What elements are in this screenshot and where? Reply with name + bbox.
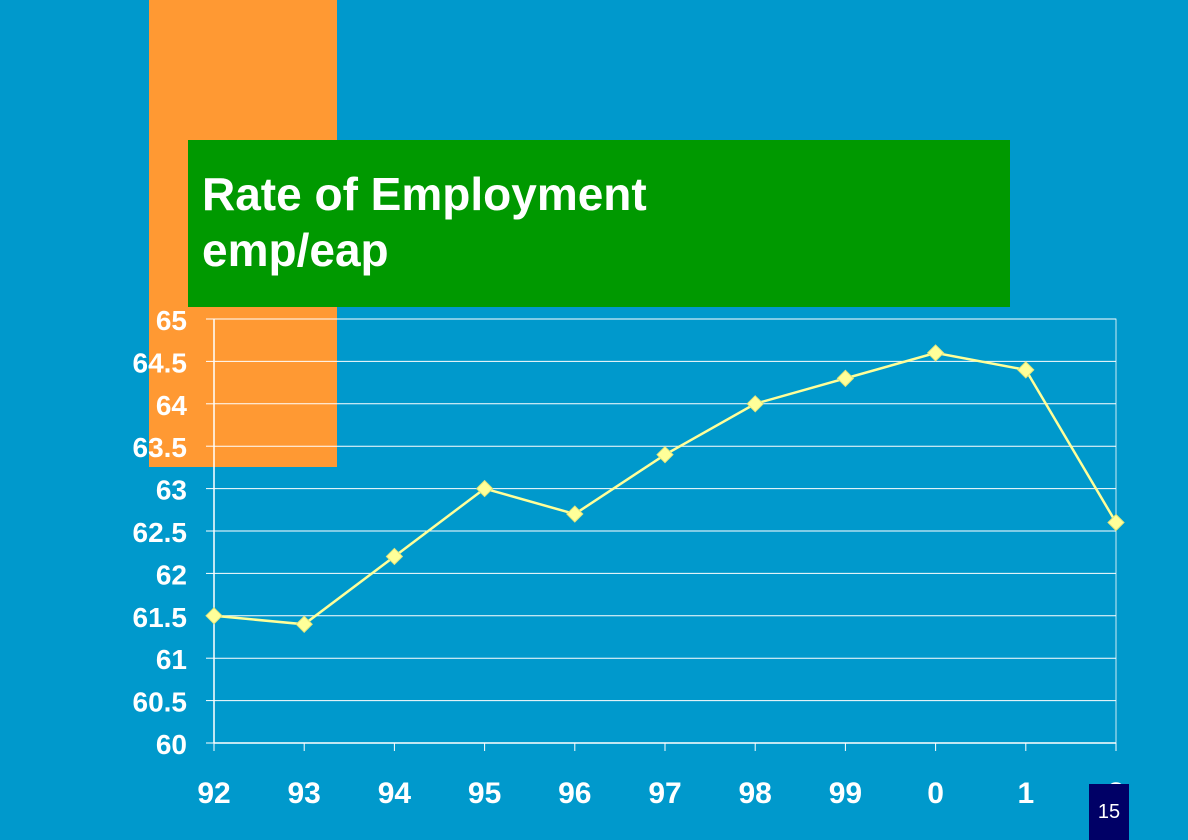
x-tick-label: 1 [1017, 777, 1034, 810]
data-point [566, 505, 584, 523]
x-tick-label: 0 [927, 777, 944, 810]
y-tick-label: 65 [156, 305, 187, 336]
data-point [1017, 361, 1035, 379]
data-point [1107, 513, 1125, 532]
gridlines [214, 318, 1116, 744]
y-tick-label: 60 [156, 729, 187, 760]
data-point [926, 344, 945, 362]
data-point [385, 547, 404, 566]
y-axis-ticks: 60 60.5 61 61.5 62 62.5 63 63.5 64 64.5 65 [133, 305, 214, 760]
y-tick-label: 63 [156, 475, 187, 506]
y-tick-label: 62 [156, 559, 187, 590]
x-tick-label: 96 [558, 777, 591, 810]
y-tick-label: 64 [156, 390, 188, 421]
x-tick-label: 93 [288, 777, 321, 810]
slide-number: 15 [1089, 784, 1129, 840]
x-tick-label: 97 [648, 777, 681, 810]
y-tick-label: 62.5 [133, 517, 188, 548]
x-axis-ticks: 9293949596979899012 [197, 743, 1124, 810]
y-tick-label: 61 [156, 644, 187, 675]
x-tick-label: 95 [468, 777, 501, 810]
data-point [475, 479, 494, 498]
data-point [205, 607, 223, 625]
data-point [836, 369, 855, 388]
x-tick-label: 98 [739, 777, 772, 810]
x-tick-label: 94 [378, 777, 412, 810]
title-box: Rate of Employment emp/eap [188, 140, 1010, 307]
x-tick-label: 99 [829, 777, 862, 810]
y-tick-label: 64.5 [133, 347, 188, 378]
title-line-1: Rate of Employment [202, 168, 647, 220]
y-tick-label: 60.5 [133, 687, 188, 718]
y-tick-label: 61.5 [133, 602, 188, 633]
title-line-2: emp/eap [202, 224, 389, 276]
x-tick-label: 92 [197, 777, 230, 810]
data-point [746, 395, 764, 413]
y-tick-label: 63.5 [133, 432, 188, 463]
data-point [295, 615, 313, 633]
series-employment-rate [205, 344, 1125, 633]
data-point [656, 445, 674, 464]
chart-title: Rate of Employment emp/eap [202, 166, 647, 278]
